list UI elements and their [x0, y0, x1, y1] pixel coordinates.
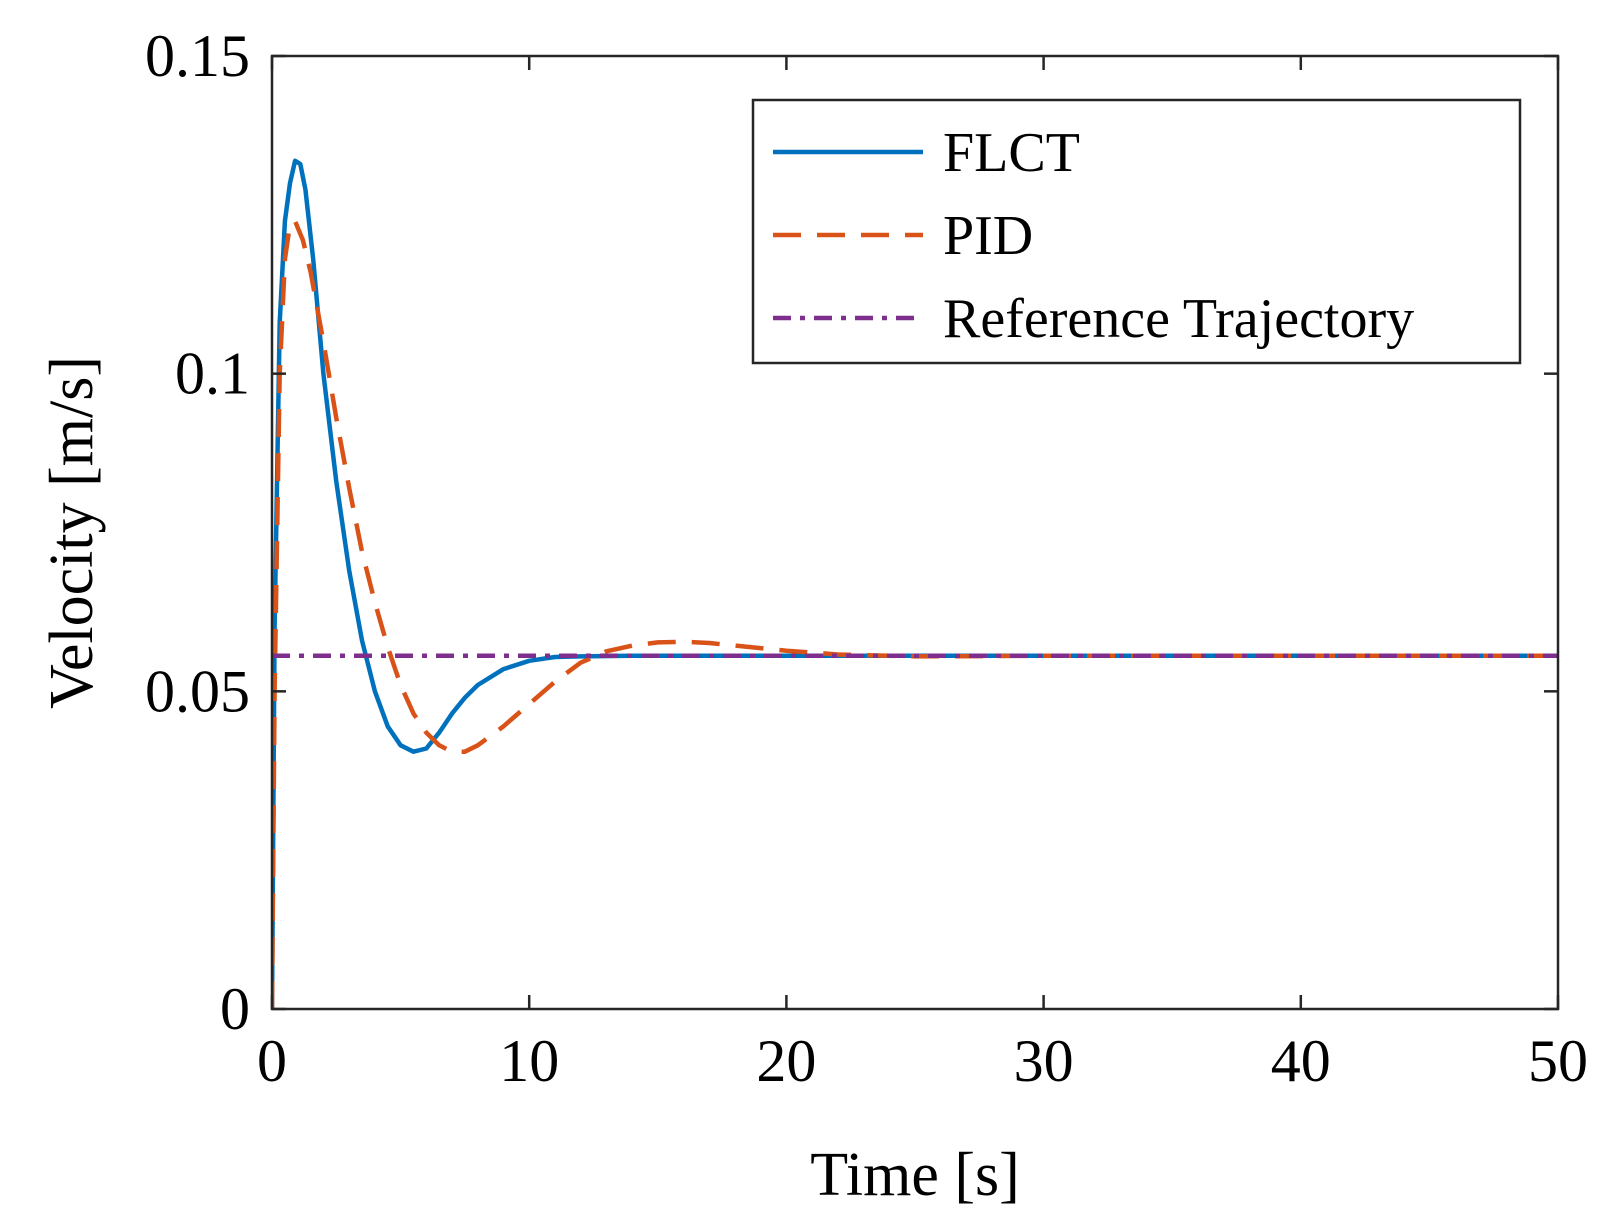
plot-area [272, 158, 1558, 1009]
series-line-flct [272, 158, 1558, 1009]
y-tick-label: 0.05 [145, 658, 250, 724]
legend: FLCT PID Reference Trajectory [751, 98, 1522, 365]
series-line-pid [272, 218, 1558, 1009]
legend-box [751, 98, 1522, 365]
x-axis-label: Time [s] [810, 1141, 1020, 1209]
x-tick-label: 10 [499, 1028, 559, 1094]
y-tick-label: 0.15 [145, 23, 250, 89]
legend-label-flct: FLCT [943, 122, 1080, 184]
axes [270, 54, 1560, 1011]
axes-box [270, 54, 1560, 1011]
legend-label-pid: PID [943, 205, 1033, 267]
y-tick-label: 0.1 [175, 341, 250, 407]
y-axis-label: Velocity [m/s] [38, 356, 106, 709]
x-tick-label: 50 [1528, 1028, 1588, 1094]
x-tick-label: 30 [1014, 1028, 1074, 1094]
y-tick-label: 0 [220, 976, 250, 1042]
x-tick-label: 20 [756, 1028, 816, 1094]
legend-label-reference-trajectory: Reference Trajectory [943, 288, 1414, 350]
ticks: 0 10 20 30 40 50 0 0.05 0.1 0.15 [145, 23, 1588, 1094]
x-tick-label: 40 [1271, 1028, 1331, 1094]
x-tick-label: 0 [257, 1028, 287, 1094]
